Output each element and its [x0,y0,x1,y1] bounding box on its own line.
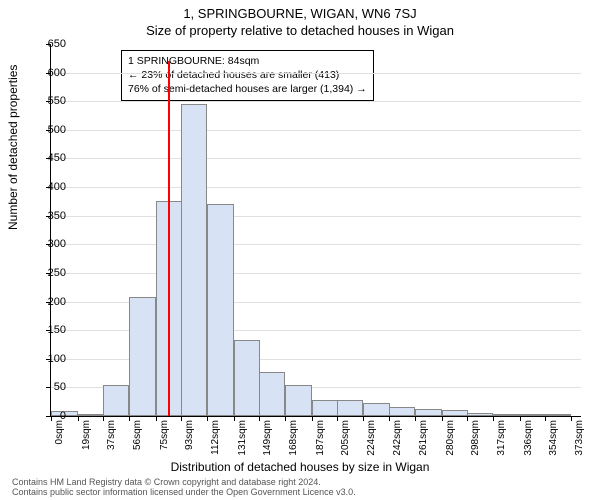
xtick-mark [389,416,390,421]
xtick-mark [103,416,104,421]
annotation-line1: 1 SPRINGBOURNE: 84sqm [128,54,367,68]
gridline [51,158,581,159]
histogram-bar [181,104,208,416]
ytick-label: 450 [36,152,66,164]
histogram-bar [520,414,547,416]
ytick-label: 300 [36,238,66,250]
histogram-chart: 1 SPRINGBOURNE: 84sqm ← 23% of detached … [50,44,581,417]
gridline [51,187,581,188]
histogram-bar [103,385,130,416]
xtick-mark [181,416,182,421]
xtick-mark [285,416,286,421]
xtick-mark [493,416,494,421]
histogram-bar [129,297,156,416]
xtick-mark [156,416,157,421]
gridline [51,273,581,274]
gridline [51,73,581,74]
ytick-label: 0 [36,410,66,422]
histogram-bar [545,414,572,416]
page-title-line2: Size of property relative to detached ho… [0,21,600,38]
footer-attribution: Contains HM Land Registry data © Crown c… [12,478,356,498]
xtick-mark [363,416,364,421]
annotation-line3: 76% of semi-detached houses are larger (… [128,82,367,96]
histogram-bar [259,372,286,416]
xtick-mark [442,416,443,421]
histogram-bar [312,400,339,416]
ytick-label: 400 [36,181,66,193]
xtick-mark [207,416,208,421]
histogram-bar [467,413,494,416]
xtick-mark [545,416,546,421]
xtick-mark [467,416,468,421]
footer-line2: Contains public sector information licen… [12,488,356,498]
ytick-label: 500 [36,124,66,136]
ytick-label: 600 [36,67,66,79]
xtick-mark [234,416,235,421]
annotation-box: 1 SPRINGBOURNE: 84sqm ← 23% of detached … [121,50,374,101]
xtick-mark [78,416,79,421]
gridline [51,216,581,217]
histogram-bar [389,407,416,416]
xtick-mark [520,416,521,421]
xtick-mark [259,416,260,421]
page-title-line1: 1, SPRINGBOURNE, WIGAN, WN6 7SJ [0,0,600,21]
ytick-label: 250 [36,267,66,279]
annotation-line2: ← 23% of detached houses are smaller (41… [128,68,367,82]
ytick-label: 100 [36,353,66,365]
ytick-label: 150 [36,324,66,336]
xtick-mark [129,416,130,421]
histogram-bar [234,340,261,416]
gridline [51,130,581,131]
ytick-label: 200 [36,296,66,308]
ytick-label: 650 [36,38,66,50]
histogram-bar [415,409,442,416]
histogram-bar [363,403,390,416]
xtick-mark [312,416,313,421]
xtick-mark [337,416,338,421]
property-marker-line [168,61,170,416]
x-axis-label: Distribution of detached houses by size … [0,460,600,474]
ytick-label: 50 [36,381,66,393]
histogram-bar [442,410,469,416]
histogram-bar [493,414,520,416]
xtick-mark [571,416,572,421]
histogram-bar [207,204,234,416]
gridline [51,101,581,102]
histogram-bar [285,385,312,416]
y-axis-label: Number of detached properties [6,65,20,230]
histogram-bar [337,400,364,416]
gridline [51,244,581,245]
histogram-bar [78,414,105,416]
ytick-label: 350 [36,210,66,222]
xtick-mark [415,416,416,421]
ytick-label: 550 [36,95,66,107]
